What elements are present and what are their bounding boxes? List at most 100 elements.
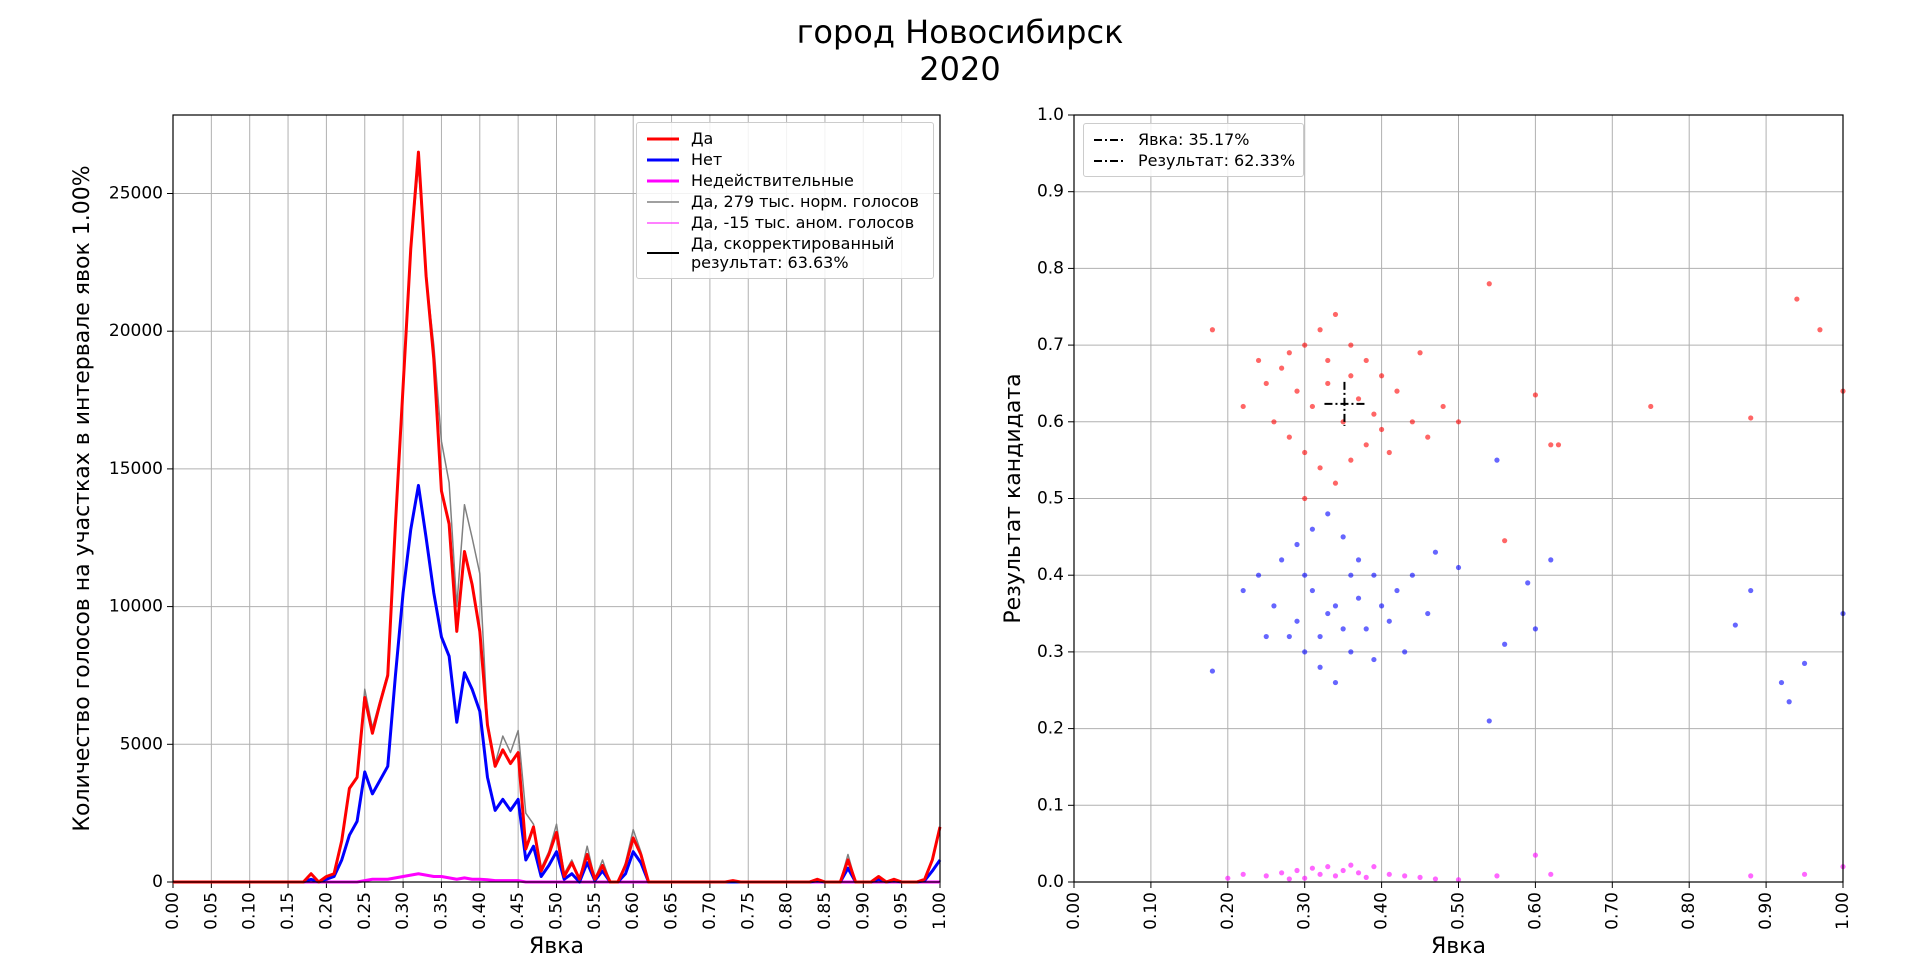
legend-label: Нет (691, 150, 723, 169)
x-tick-label: 0.90 (1756, 892, 1776, 930)
scatter-point (1332, 480, 1339, 486)
scatter-point (1348, 862, 1354, 868)
scatter-point (1363, 874, 1369, 880)
y-tick-label: 0.5 (1037, 489, 1064, 509)
y-tick-label: 0 (152, 872, 163, 892)
y-tick-label: 25000 (109, 183, 163, 203)
scatter-point (1363, 442, 1369, 448)
x-tick-label: 0.25 (355, 892, 375, 930)
scatter-point (1417, 874, 1423, 880)
scatter-point (1648, 403, 1654, 410)
scatter-point (1309, 865, 1315, 871)
x-tick-label: 0.30 (1295, 892, 1315, 930)
scatter-point (1548, 557, 1554, 563)
scatter-point (1348, 373, 1354, 379)
x-tick-label: 0.20 (1218, 892, 1238, 930)
scatter-point (1525, 580, 1531, 586)
scatter-point (1732, 622, 1738, 628)
scatter-point (1340, 867, 1346, 874)
legend-entry: Результат: 62.33% (1092, 151, 1295, 170)
scatter-point (1371, 656, 1377, 663)
x-tick-label: 0.75 (738, 892, 758, 930)
scatter-point (1355, 870, 1362, 876)
scatter-point (1302, 875, 1308, 881)
scatter-point (1394, 388, 1400, 394)
scatter-point (1317, 633, 1323, 640)
scatter-point (1325, 380, 1331, 387)
y-tick-label: 0.2 (1037, 719, 1064, 739)
scatter-point (1317, 871, 1323, 877)
y-tick-label: 15000 (109, 459, 163, 479)
scatter-point (1325, 511, 1331, 517)
legend-swatch (1094, 159, 1126, 162)
scatter-point (1325, 357, 1331, 364)
scatter-point (1302, 342, 1308, 348)
y-tick-label: 5000 (120, 734, 163, 754)
x-tick-label: 0.40 (1372, 892, 1392, 930)
scatter-point (1355, 557, 1362, 563)
x-axis-label: Явка (529, 934, 584, 959)
scatter-point (1432, 549, 1439, 555)
scatter-point (1294, 541, 1300, 548)
y-tick-label: 0.3 (1037, 642, 1064, 662)
legend-swatch (647, 158, 679, 161)
scatter-point (1363, 357, 1369, 364)
scatter-point (1455, 564, 1462, 571)
scatter-point (1502, 641, 1508, 647)
scatter-point (1309, 403, 1315, 410)
scatter-point (1348, 572, 1354, 578)
scatter-point (1340, 534, 1346, 540)
chart-subtitle: 2020 (919, 50, 1000, 88)
legend-label: Да (691, 129, 714, 148)
x-tick-label: 0.90 (853, 892, 873, 930)
legend-swatch (647, 200, 679, 203)
x-tick-label: 0.45 (508, 892, 528, 930)
x-tick-label: 0.55 (585, 892, 605, 930)
scatter-point (1379, 603, 1385, 609)
y-tick-label: 0.6 (1037, 412, 1064, 432)
scatter-point (1817, 327, 1823, 333)
scatter-point (1302, 572, 1308, 578)
scatter-point (1225, 875, 1231, 881)
x-tick-label: 0.60 (1525, 892, 1545, 930)
legend: Да Нет Недействительные Да, 279 тыс. норм. … (636, 122, 934, 279)
scatter-point (1801, 871, 1808, 877)
scatter-point (1279, 557, 1285, 563)
plot-frame (1073, 114, 1844, 883)
x-tick-label: 0.80 (777, 892, 797, 930)
chart-title: город Новосибирск (797, 13, 1124, 51)
scatter-point (1432, 876, 1439, 882)
x-tick-label: 0.35 (431, 892, 451, 930)
scatter-point (1325, 864, 1331, 870)
legend-label: Да, скорректированный результат: 63.63% (691, 234, 895, 272)
scatter-point (1209, 327, 1216, 333)
x-tick-label: 0.65 (662, 892, 682, 930)
scatter-point (1332, 603, 1339, 609)
x-tick-label: 0.00 (1064, 892, 1084, 930)
x-tick-label: 0.20 (316, 892, 336, 930)
legend-swatch (1094, 138, 1126, 141)
y-tick-label: 0.1 (1037, 795, 1064, 815)
scatter-point (1332, 311, 1339, 318)
scatter-point (1748, 587, 1754, 594)
scatter-point (1209, 668, 1216, 674)
scatter-point (1355, 396, 1362, 402)
x-tick-label: 1.00 (930, 892, 950, 930)
x-tick-label: 0.40 (470, 892, 490, 930)
y-axis-label: Результат кандидата (1001, 373, 1026, 623)
legend-entry: Да, скорректированный результат: 63.63% (645, 234, 925, 272)
scatter-point (1502, 538, 1508, 544)
scatter-point (1532, 392, 1538, 398)
scatter-point (1371, 411, 1377, 417)
legend-entry: Явка: 35.17% (1092, 130, 1295, 149)
scatter-point (1778, 679, 1785, 686)
scatter-point (1548, 442, 1554, 448)
legend-entry: Да (645, 129, 925, 148)
scatter-point (1309, 587, 1315, 594)
legend-swatch (647, 137, 679, 140)
scatter-point (1555, 442, 1562, 448)
scatter-point (1263, 380, 1269, 387)
scatter-point (1371, 572, 1377, 578)
scatter-point (1532, 626, 1538, 632)
scatter-point (1363, 626, 1369, 632)
